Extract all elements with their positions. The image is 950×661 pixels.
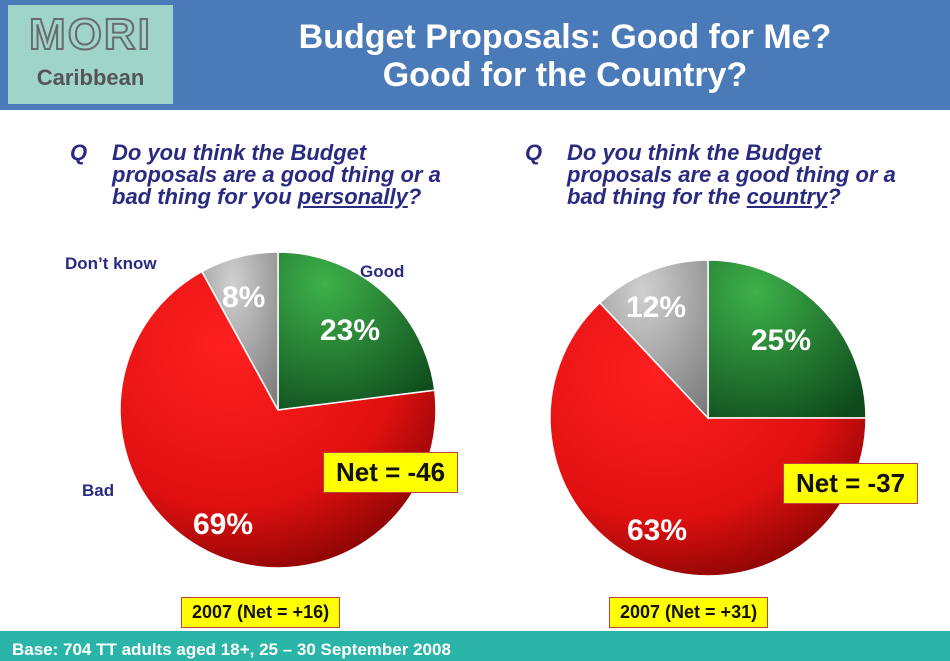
pie-slice-dont-know	[200, 251, 279, 411]
question-text: Do you think the Budget proposals are a …	[567, 140, 896, 209]
data-label-good: 23%	[320, 314, 381, 347]
data-label-dont-know: 12%	[626, 291, 687, 324]
pie-slice-dont-know	[598, 259, 709, 420]
previous-year-badge: 2007 (Net = +16)	[181, 597, 341, 628]
data-label-bad: 69%	[193, 508, 254, 541]
data-label-dont-know: 8%	[222, 281, 266, 314]
logo-subtitle: Caribbean	[36, 65, 145, 90]
logo-wordmark: MORI	[28, 10, 152, 60]
base-note: Base: 704 TT adults aged 18+, 25 – 30 Se…	[12, 640, 451, 659]
label-bad: Bad	[82, 481, 115, 500]
mori-logo: MORI Caribbean	[8, 5, 173, 104]
title-line-1: Budget Proposals: Good for Me?	[298, 18, 832, 56]
data-label-bad: 63%	[627, 514, 688, 547]
footer-bar: Base: 704 TT adults aged 18+, 25 – 30 Se…	[0, 631, 950, 661]
net-badge: Net = -37	[783, 463, 919, 504]
net-badge: Net = -46	[323, 452, 459, 493]
header-bar: MORI Caribbean Budget Proposals: Good fo…	[0, 0, 950, 110]
pie-slice-good	[277, 251, 436, 411]
data-label-good: 25%	[751, 324, 812, 357]
previous-year-badge: 2007 (Net = +31)	[609, 597, 769, 628]
question-text: Do you think the Budget proposals are a …	[112, 140, 441, 209]
label-good: Good	[360, 262, 405, 281]
question-marker: Q	[525, 140, 543, 165]
question-marker: Q	[70, 140, 88, 165]
label-dont-know: Don’t know	[65, 254, 157, 273]
pie-slice-good	[707, 259, 867, 419]
page-title: Budget Proposals: Good for Me? Good for …	[190, 18, 940, 94]
title-line-2: Good for the Country?	[382, 56, 748, 94]
